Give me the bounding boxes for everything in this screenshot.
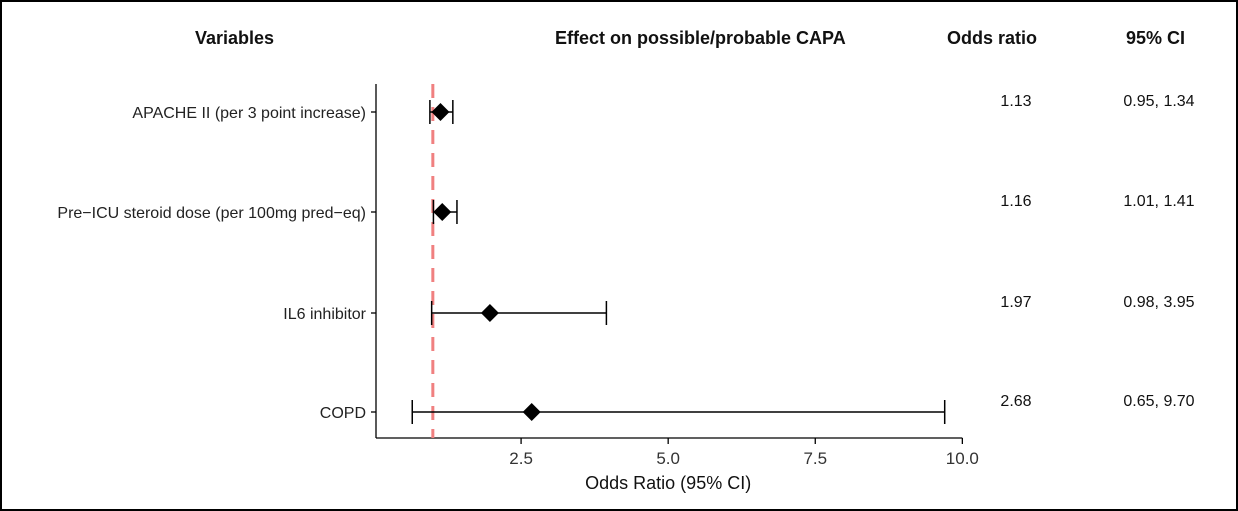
- odds-ratio-marker: [433, 203, 452, 221]
- odds-ratio-value: 1.13: [1000, 93, 1031, 110]
- x-tick-label: 2.5: [509, 449, 533, 468]
- row-label: APACHE II (per 3 point increase): [132, 105, 366, 122]
- odds-ratio-value: 2.68: [1000, 393, 1031, 410]
- row-label: COPD: [320, 405, 366, 422]
- odds-ratio-marker: [480, 304, 499, 322]
- x-tick-label: 5.0: [656, 449, 680, 468]
- row-label: Pre−ICU steroid dose (per 100mg pred−eq): [57, 205, 366, 222]
- odds-ratio-value: 1.97: [1000, 294, 1031, 311]
- ci-value: 0.98, 3.95: [1123, 294, 1194, 311]
- header-variables: Variables: [195, 28, 275, 48]
- x-tick-label: 10.0: [946, 449, 979, 468]
- header-ci: 95% CI: [1126, 28, 1186, 48]
- header-effect: Effect on possible/probable CAPA: [555, 28, 846, 48]
- odds-ratio-value: 1.16: [1000, 193, 1031, 210]
- header-odds-ratio: Odds ratio: [947, 28, 1038, 48]
- x-tick-label: 7.5: [803, 449, 827, 468]
- ci-value: 0.65, 9.70: [1123, 393, 1194, 410]
- odds-ratio-marker: [522, 403, 541, 421]
- row-label: IL6 inhibitor: [283, 306, 366, 323]
- ci-value: 0.95, 1.34: [1123, 93, 1194, 110]
- odds-ratio-marker: [431, 103, 450, 121]
- ci-value: 1.01, 1.41: [1123, 193, 1194, 210]
- x-axis-title: Odds Ratio (95% CI): [585, 473, 751, 493]
